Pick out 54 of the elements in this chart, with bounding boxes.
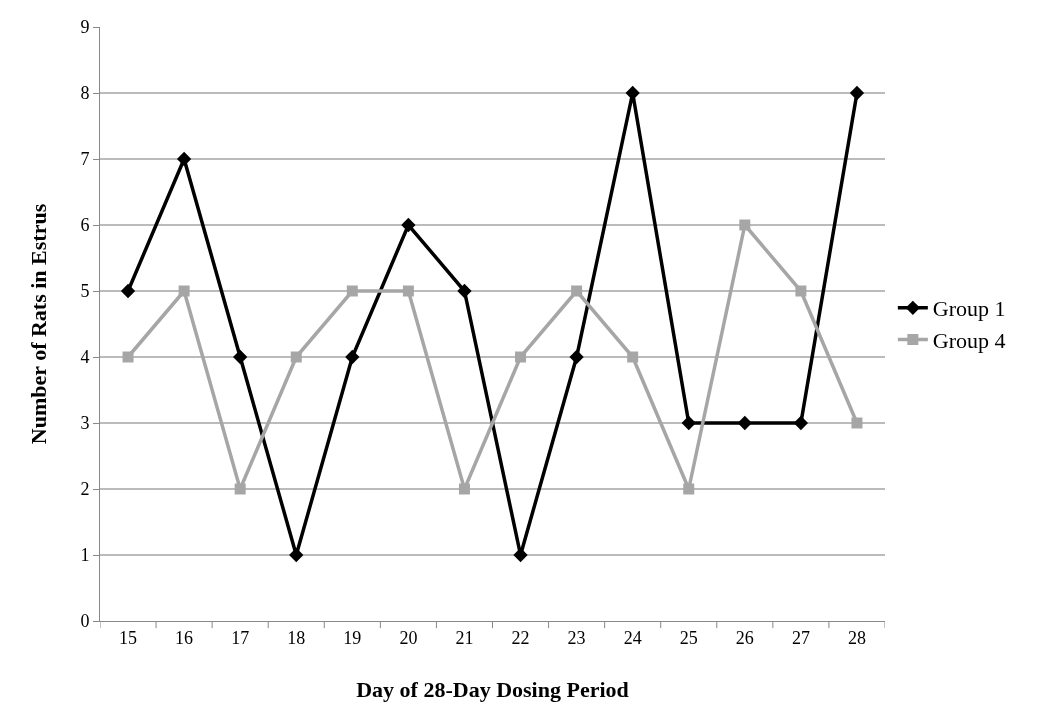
x-tick-label: 24 bbox=[623, 627, 642, 648]
y-tick-label: 4 bbox=[80, 347, 90, 368]
x-tick-label: 19 bbox=[343, 627, 362, 648]
point bbox=[290, 351, 302, 363]
x-tick-label: 27 bbox=[791, 627, 810, 648]
y-tick-label: 7 bbox=[80, 149, 90, 170]
point bbox=[176, 151, 192, 167]
x-tick-label: 17 bbox=[231, 627, 250, 648]
y-tick-label: 3 bbox=[80, 413, 90, 434]
point bbox=[458, 483, 470, 495]
point bbox=[120, 283, 136, 299]
point bbox=[234, 483, 246, 495]
point bbox=[178, 285, 190, 297]
y-tick-label: 1 bbox=[80, 545, 90, 566]
point bbox=[681, 415, 696, 431]
point bbox=[515, 351, 527, 363]
point bbox=[346, 285, 358, 297]
y-tick-label: 6 bbox=[80, 215, 90, 236]
point bbox=[457, 283, 472, 299]
point bbox=[683, 483, 695, 495]
x-tick-label: 28 bbox=[847, 627, 866, 648]
y-tick-label: 8 bbox=[80, 83, 90, 104]
x-tick-label: 23 bbox=[567, 627, 586, 648]
x-tick-label: 22 bbox=[511, 627, 530, 648]
point bbox=[793, 415, 809, 431]
point bbox=[851, 417, 863, 429]
x-tick-label: 18 bbox=[287, 627, 306, 648]
point bbox=[569, 349, 584, 365]
legend-label: Group 4 bbox=[932, 327, 1006, 353]
point bbox=[289, 547, 304, 563]
point bbox=[739, 219, 751, 231]
point bbox=[795, 285, 807, 297]
x-tick-label: 20 bbox=[399, 627, 418, 648]
point bbox=[627, 351, 639, 363]
point bbox=[571, 285, 583, 297]
point bbox=[737, 415, 752, 431]
point bbox=[233, 349, 248, 365]
point bbox=[402, 285, 414, 297]
x-tick-label: 15 bbox=[119, 627, 138, 648]
y-tick-label: 2 bbox=[80, 479, 90, 500]
x-tick-label: 25 bbox=[679, 627, 698, 648]
y-axis-title: Number of Rats in Estrus bbox=[26, 203, 51, 445]
point bbox=[849, 85, 865, 101]
x-tick-label: 16 bbox=[175, 627, 194, 648]
y-tick-label: 5 bbox=[80, 281, 90, 302]
x-tick-label: 21 bbox=[455, 627, 474, 648]
y-tick-label: 0 bbox=[80, 611, 90, 632]
point bbox=[122, 351, 134, 363]
x-tick-label: 26 bbox=[735, 627, 754, 648]
x-axis-title: Day of 28-Day Dosing Period bbox=[356, 677, 629, 702]
point bbox=[401, 217, 416, 233]
y-tick-label: 9 bbox=[80, 17, 90, 38]
point bbox=[345, 349, 360, 365]
legend-label: Group 1 bbox=[932, 296, 1006, 322]
